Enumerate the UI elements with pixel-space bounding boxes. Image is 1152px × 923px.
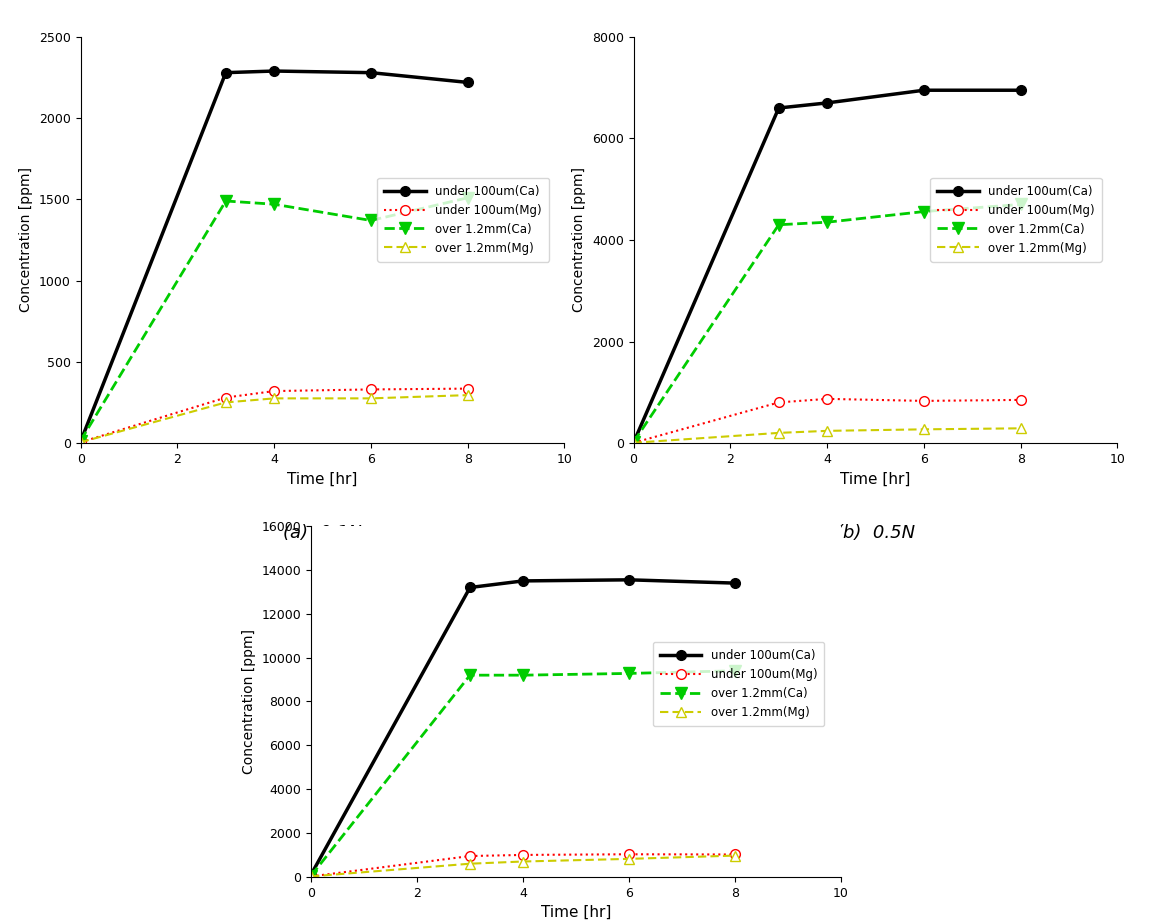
over 1.2mm(Mg)	[622, 854, 636, 865]
under 100um(Ca)	[74, 436, 88, 447]
under 100um(Ca)	[622, 574, 636, 585]
over 1.2mm(Mg)	[627, 438, 641, 449]
over 1.2mm(Ca)	[219, 196, 233, 207]
Line: under 100um(Mg): under 100um(Mg)	[629, 394, 1025, 448]
under 100um(Mg)	[516, 849, 530, 860]
under 100um(Mg)	[1014, 394, 1028, 405]
over 1.2mm(Mg)	[219, 397, 233, 408]
Line: over 1.2mm(Mg): over 1.2mm(Mg)	[629, 424, 1025, 448]
under 100um(Mg)	[622, 849, 636, 860]
over 1.2mm(Ca)	[267, 198, 281, 210]
under 100um(Ca)	[219, 67, 233, 78]
under 100um(Mg)	[728, 849, 742, 860]
over 1.2mm(Ca)	[622, 668, 636, 679]
under 100um(Mg)	[461, 383, 475, 394]
under 100um(Mg)	[627, 438, 641, 449]
over 1.2mm(Ca)	[917, 206, 931, 217]
over 1.2mm(Mg)	[463, 858, 477, 869]
over 1.2mm(Ca)	[461, 192, 475, 203]
under 100um(Ca)	[461, 77, 475, 88]
under 100um(Ca)	[728, 578, 742, 589]
over 1.2mm(Mg)	[267, 393, 281, 404]
Text: (a)  0.1N: (a) 0.1N	[283, 524, 362, 543]
under 100um(Mg)	[267, 386, 281, 397]
Line: over 1.2mm(Ca): over 1.2mm(Ca)	[628, 198, 1026, 448]
Text: (b)  0.5N: (b) 0.5N	[836, 524, 915, 543]
under 100um(Ca)	[820, 98, 834, 109]
under 100um(Mg)	[219, 392, 233, 403]
Line: under 100um(Mg): under 100um(Mg)	[76, 384, 472, 447]
over 1.2mm(Ca)	[364, 215, 378, 226]
over 1.2mm(Mg)	[820, 426, 834, 437]
under 100um(Ca)	[364, 67, 378, 78]
under 100um(Ca)	[516, 575, 530, 586]
under 100um(Ca)	[463, 582, 477, 593]
Line: under 100um(Mg): under 100um(Mg)	[306, 849, 740, 881]
Legend: under 100um(Ca), under 100um(Mg), over 1.2mm(Ca), over 1.2mm(Mg): under 100um(Ca), under 100um(Mg), over 1…	[931, 178, 1101, 261]
over 1.2mm(Mg)	[461, 390, 475, 401]
over 1.2mm(Ca)	[463, 670, 477, 681]
over 1.2mm(Mg)	[772, 427, 786, 438]
over 1.2mm(Mg)	[917, 424, 931, 435]
Line: over 1.2mm(Ca): over 1.2mm(Ca)	[305, 665, 741, 881]
over 1.2mm(Mg)	[74, 437, 88, 448]
under 100um(Mg)	[917, 395, 931, 406]
Line: over 1.2mm(Mg): over 1.2mm(Mg)	[306, 851, 740, 881]
over 1.2mm(Mg)	[728, 850, 742, 861]
Line: under 100um(Ca): under 100um(Ca)	[306, 575, 740, 880]
over 1.2mm(Ca)	[820, 217, 834, 228]
X-axis label: Time [hr]: Time [hr]	[287, 472, 358, 486]
under 100um(Ca)	[917, 85, 931, 96]
X-axis label: Time [hr]: Time [hr]	[540, 905, 612, 920]
Y-axis label: Concentration [ppm]: Concentration [ppm]	[20, 167, 33, 313]
under 100um(Mg)	[304, 871, 318, 882]
over 1.2mm(Ca)	[1014, 199, 1028, 210]
Y-axis label: Concentration [ppm]: Concentration [ppm]	[242, 629, 256, 774]
under 100um(Mg)	[820, 393, 834, 404]
under 100um(Ca)	[1014, 85, 1028, 96]
under 100um(Ca)	[772, 102, 786, 114]
under 100um(Ca)	[267, 66, 281, 77]
over 1.2mm(Mg)	[1014, 423, 1028, 434]
over 1.2mm(Ca)	[627, 437, 641, 448]
Line: under 100um(Ca): under 100um(Ca)	[76, 66, 472, 447]
over 1.2mm(Ca)	[304, 870, 318, 881]
over 1.2mm(Ca)	[772, 220, 786, 231]
under 100um(Mg)	[463, 850, 477, 861]
over 1.2mm(Ca)	[74, 435, 88, 446]
X-axis label: Time [hr]: Time [hr]	[840, 472, 911, 486]
over 1.2mm(Ca)	[728, 665, 742, 677]
under 100um(Mg)	[74, 437, 88, 448]
Legend: under 100um(Ca), under 100um(Mg), over 1.2mm(Ca), over 1.2mm(Mg): under 100um(Ca), under 100um(Mg), over 1…	[378, 178, 548, 261]
under 100um(Ca)	[304, 869, 318, 881]
over 1.2mm(Mg)	[516, 856, 530, 867]
over 1.2mm(Mg)	[304, 871, 318, 882]
Line: over 1.2mm(Mg): over 1.2mm(Mg)	[76, 390, 472, 447]
Legend: under 100um(Ca), under 100um(Mg), over 1.2mm(Ca), over 1.2mm(Mg): under 100um(Ca), under 100um(Mg), over 1…	[653, 642, 825, 725]
over 1.2mm(Ca)	[516, 670, 530, 681]
under 100um(Ca)	[627, 437, 641, 448]
under 100um(Mg)	[772, 397, 786, 408]
Line: over 1.2mm(Ca): over 1.2mm(Ca)	[75, 192, 473, 446]
over 1.2mm(Mg)	[364, 393, 378, 404]
under 100um(Mg)	[364, 384, 378, 395]
Y-axis label: Concentration [ppm]: Concentration [ppm]	[573, 167, 586, 313]
Line: under 100um(Ca): under 100um(Ca)	[629, 85, 1025, 448]
